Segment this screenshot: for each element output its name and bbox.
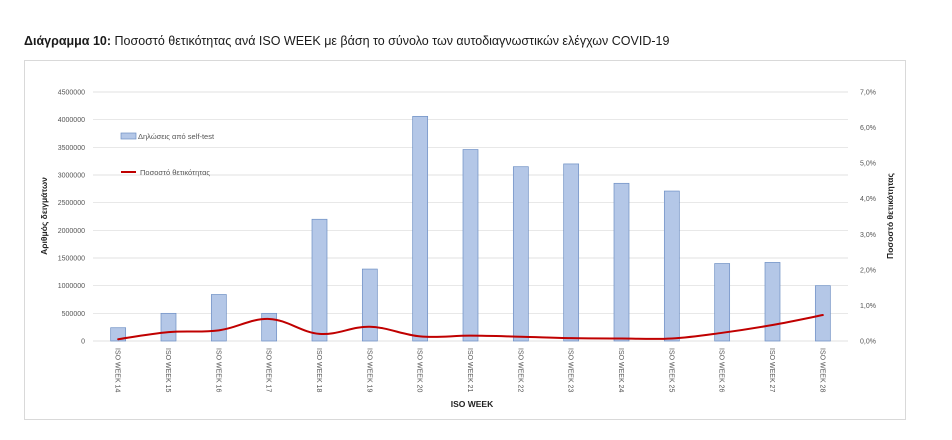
y2-tick-label: 3,0% (860, 232, 876, 239)
x-tick-label: ISO WEEK 28 (818, 348, 825, 392)
bar (311, 218, 328, 342)
y2-tick-label: 0,0% (860, 339, 876, 346)
x-tick-label: ISO WEEK 22 (516, 348, 523, 392)
bar (613, 182, 630, 342)
legend: Δηλώσεις από self-test Ποσοστό θετικότητ… (120, 132, 215, 177)
x-tick-label: ISO WEEK 19 (365, 348, 372, 392)
x-tick-label: ISO WEEK 21 (466, 348, 473, 392)
bar (814, 285, 831, 342)
y2-tick-label: 7,0% (860, 90, 876, 97)
y-tick-label: 3000000 (58, 173, 85, 180)
x-tick-label: ISO WEEK 15 (164, 348, 171, 392)
left-axis-ticks: 0 500000 1000000 1500000 2000000 2500000 30000… (58, 90, 85, 346)
y-tick-label: 2000000 (58, 228, 85, 235)
caption-text: Ποσοστό θετικότητας ανά ISO WEEK με βάση… (114, 34, 670, 48)
x-tick-label: ISO WEEK 24 (617, 348, 624, 392)
y-tick-label: 4500000 (58, 90, 85, 97)
y-axis-title: Αριθμός δειγμάτων (39, 177, 49, 255)
bar-series (110, 115, 831, 342)
y-tick-label: 4000000 (58, 117, 85, 124)
x-tick-label: ISO WEEK 23 (567, 348, 574, 392)
x-tick-label: ISO WEEK 16 (214, 348, 221, 392)
bar (412, 115, 429, 342)
bar (764, 262, 781, 342)
x-tick-label: ISO WEEK 26 (718, 348, 725, 392)
y2-axis-title: Ποσοστό θετικότητας (885, 172, 895, 258)
bar (563, 163, 580, 342)
bar (663, 190, 680, 342)
y2-tick-label: 6,0% (860, 125, 876, 132)
x-axis-ticks: ISO WEEK 14 ISO WEEK 15 ISO WEEK 16 ISO WEE… (114, 348, 826, 392)
legend-bar-label: Δηλώσεις από self-test (138, 132, 215, 141)
y-tick-label: 2500000 (58, 200, 85, 207)
x-tick-label: ISO WEEK 20 (416, 348, 423, 392)
x-tick-label: ISO WEEK 14 (114, 348, 121, 392)
y-tick-label: 500000 (62, 311, 85, 318)
x-tick-label: ISO WEEK 25 (667, 348, 674, 392)
x-axis-title: ISO WEEK (451, 399, 494, 409)
y-tick-label: 1000000 (58, 283, 85, 290)
y2-tick-label: 4,0% (860, 196, 876, 203)
y-tick-label: 3500000 (58, 145, 85, 152)
y2-tick-label: 2,0% (860, 267, 876, 274)
bar (361, 268, 378, 342)
bar (261, 312, 278, 342)
legend-line-label: Ποσοστό θετικότητας (140, 168, 210, 177)
y-tick-label: 0 (81, 339, 85, 346)
line-series (117, 314, 824, 341)
x-tick-label: ISO WEEK 18 (315, 348, 322, 392)
right-axis-ticks: 0,0% 1,0% 2,0% 3,0% 4,0% 5,0% 6,0% 7,0% (860, 90, 876, 346)
bar (160, 312, 177, 342)
chart-frame (24, 60, 906, 420)
bar (210, 294, 227, 342)
y2-tick-label: 1,0% (860, 303, 876, 310)
caption-label: Διάγραμμα 10: (24, 34, 112, 48)
chart-caption: Διάγραμμα 10: Ποσοστό θετικότητας ανά IS… (24, 34, 669, 48)
bar (714, 263, 731, 342)
x-tick-label: ISO WEEK 17 (265, 348, 272, 392)
legend-bar-swatch (120, 132, 137, 140)
y-tick-label: 1500000 (58, 256, 85, 263)
y2-tick-label: 5,0% (860, 161, 876, 168)
bar (462, 149, 479, 342)
x-tick-label: ISO WEEK 27 (768, 348, 775, 392)
bar (512, 166, 529, 342)
